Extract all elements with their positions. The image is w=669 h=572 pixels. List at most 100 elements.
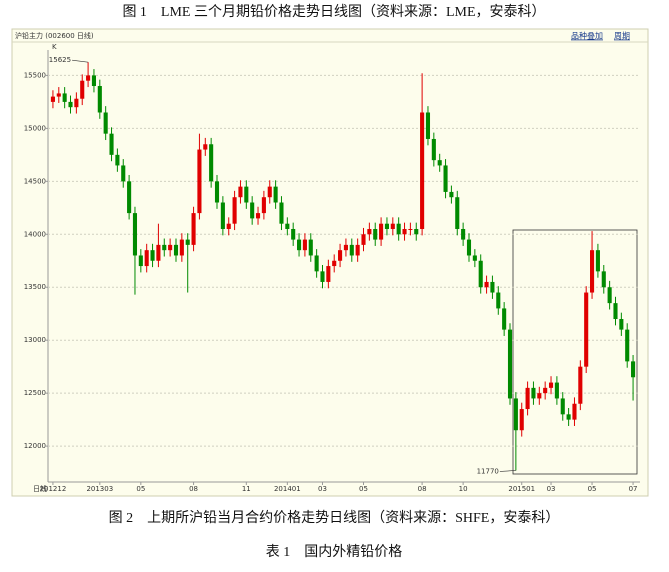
candle-body (220, 202, 225, 229)
candle-body (209, 144, 214, 182)
candle-body (402, 228, 407, 235)
candle-body (150, 250, 155, 261)
candle-body (250, 202, 255, 219)
x-tick-label: 05 (588, 485, 597, 493)
candle-body (91, 75, 97, 87)
candle-body (578, 366, 583, 404)
candle-body (291, 228, 296, 240)
candle-body (355, 244, 360, 256)
candle-body (631, 361, 636, 378)
candle-body (449, 191, 454, 198)
candle-body (68, 101, 73, 108)
x-axis-label: 日线 (33, 484, 47, 493)
toolbar-link[interactable]: 周期 (614, 32, 630, 41)
candle-body (326, 266, 331, 282)
candle-body (343, 244, 348, 251)
candle-body (203, 144, 208, 150)
candle-body (74, 98, 79, 108)
candle-body (478, 260, 483, 288)
candle-body (367, 228, 372, 235)
candle-body (507, 329, 513, 399)
candle-body (466, 239, 472, 256)
candle-body (232, 197, 237, 224)
candle-body (519, 409, 524, 431)
candle-body (261, 197, 266, 214)
candle-body (97, 86, 102, 113)
candle-body (361, 234, 366, 245)
candle-body (384, 223, 390, 229)
figure-caption: 图 1 LME 三个月期铅价格走势日线图（资料来源：LME，安泰科） (122, 4, 545, 20)
candle-body (502, 308, 507, 330)
chart-frame (11, 28, 649, 497)
candle-body (320, 271, 325, 282)
candle-body (431, 138, 436, 161)
candle-body (109, 133, 114, 155)
candle-body (138, 255, 143, 267)
candle-body (543, 387, 548, 394)
candle-body (226, 223, 231, 229)
candle-body (525, 387, 530, 410)
candle-body (238, 186, 243, 198)
toolbar-link[interactable]: 品种叠加 (571, 31, 603, 41)
candle-body (531, 387, 536, 399)
candle-body (408, 228, 413, 230)
candle-body (496, 292, 501, 309)
x-tick-label: 07 (629, 485, 638, 493)
candle-body (162, 244, 167, 251)
x-tick-label: 03 (318, 485, 327, 493)
x-tick-label: 201303 (86, 485, 113, 493)
candle-body (601, 271, 606, 288)
candle-body (607, 287, 612, 304)
x-tick-label: 08 (418, 485, 427, 493)
annotation-label: 11770 (477, 467, 499, 475)
x-tick-label: 08 (189, 485, 198, 493)
candle-body (168, 244, 173, 251)
candle-body (244, 186, 249, 203)
candle-body (185, 239, 190, 245)
candle-body (62, 93, 67, 102)
candle-body (267, 186, 272, 198)
candle-body (425, 112, 431, 139)
candle-body (80, 80, 85, 99)
candle-body (461, 228, 466, 240)
candle-body (584, 292, 589, 367)
candle-body (144, 250, 149, 267)
candle-body (338, 250, 343, 261)
candle-body (390, 223, 395, 229)
candle-body (314, 255, 319, 272)
y-tick-label: 14500 (24, 177, 46, 185)
candle-body (127, 181, 132, 214)
candle-body (285, 223, 290, 229)
candle-body (589, 250, 595, 293)
table-caption: 表 1 国内外精铅价格 (266, 544, 403, 560)
candle-body (572, 403, 577, 420)
candle-body (349, 244, 354, 256)
y-axis-label: K (52, 43, 57, 51)
candle-body (121, 165, 126, 182)
candle-body (472, 255, 477, 261)
candle-body (197, 149, 202, 214)
candle-body (548, 382, 554, 388)
x-tick-label: 11 (242, 485, 251, 493)
candle-body (56, 93, 61, 97)
candle-body (595, 250, 600, 272)
candle-body (443, 165, 448, 192)
candle-body (191, 213, 196, 245)
y-tick-label: 15000 (24, 124, 46, 132)
candle-body (173, 244, 179, 256)
y-tick-label: 13000 (24, 336, 46, 344)
candle-body (132, 213, 138, 256)
chart-title: 沪铅主力 (002600 日线) (15, 31, 94, 40)
annotation-label: 15625 (49, 56, 71, 64)
x-tick-label: 03 (547, 485, 556, 493)
candle-body (619, 319, 624, 330)
candle-body (414, 228, 419, 235)
x-tick-label: 05 (136, 485, 145, 493)
candle-body (566, 414, 571, 420)
candle-body (115, 154, 120, 166)
x-tick-label: 201501 (508, 485, 535, 493)
candle-body (302, 239, 307, 251)
candle-body (308, 239, 313, 256)
